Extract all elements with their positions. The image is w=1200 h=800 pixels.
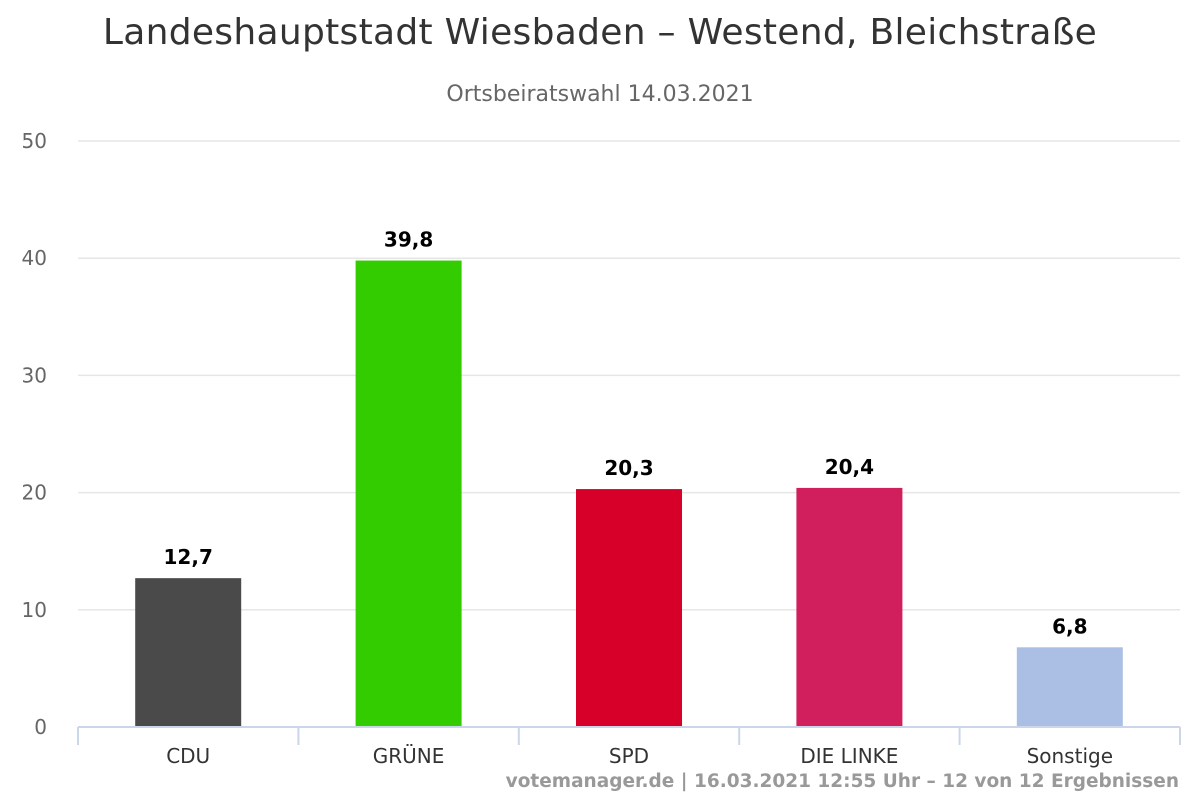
bar-cdu[interactable] <box>135 578 242 727</box>
chart-title: Landeshauptstadt Wiesbaden – Westend, Bl… <box>102 12 1098 53</box>
y-axis-ticks: 0 10 20 30 40 50 <box>22 129 47 739</box>
y-tick-label: 0 <box>34 715 47 739</box>
x-category-label: DIE LINKE <box>800 744 898 768</box>
x-category-label: CDU <box>166 744 210 768</box>
bar-sonstige[interactable] <box>1016 647 1123 727</box>
y-tick-label: 40 <box>22 246 47 270</box>
data-label: 12,7 <box>164 545 213 569</box>
data-label: 20,4 <box>825 455 874 479</box>
bar-gr-ne[interactable] <box>355 260 462 727</box>
x-category-label: Sonstige <box>1027 744 1113 768</box>
bar-die-linke[interactable] <box>796 487 903 727</box>
x-axis <box>77 726 1181 745</box>
data-label: 20,3 <box>604 456 653 480</box>
x-axis-categories: CDU GRÜNE SPD DIE LINKE Sonstige <box>166 744 1113 768</box>
data-label: 6,8 <box>1052 614 1087 638</box>
credits-text[interactable]: votemanager.de | 16.03.2021 12:55 Uhr – … <box>505 771 1179 792</box>
data-label: 39,8 <box>384 228 433 252</box>
x-category-label: GRÜNE <box>373 744 445 768</box>
y-tick-label: 50 <box>22 129 47 153</box>
chart-subtitle: Ortsbeiratswahl 14.03.2021 <box>446 82 754 107</box>
y-tick-label: 30 <box>22 363 47 387</box>
y-tick-label: 20 <box>22 481 47 505</box>
x-category-label: SPD <box>609 744 649 768</box>
bar-spd[interactable] <box>576 489 682 727</box>
data-labels: 12,7 39,8 20,3 20,4 6,8 <box>164 228 1088 639</box>
bars <box>135 260 1123 727</box>
y-tick-label: 10 <box>22 598 47 622</box>
